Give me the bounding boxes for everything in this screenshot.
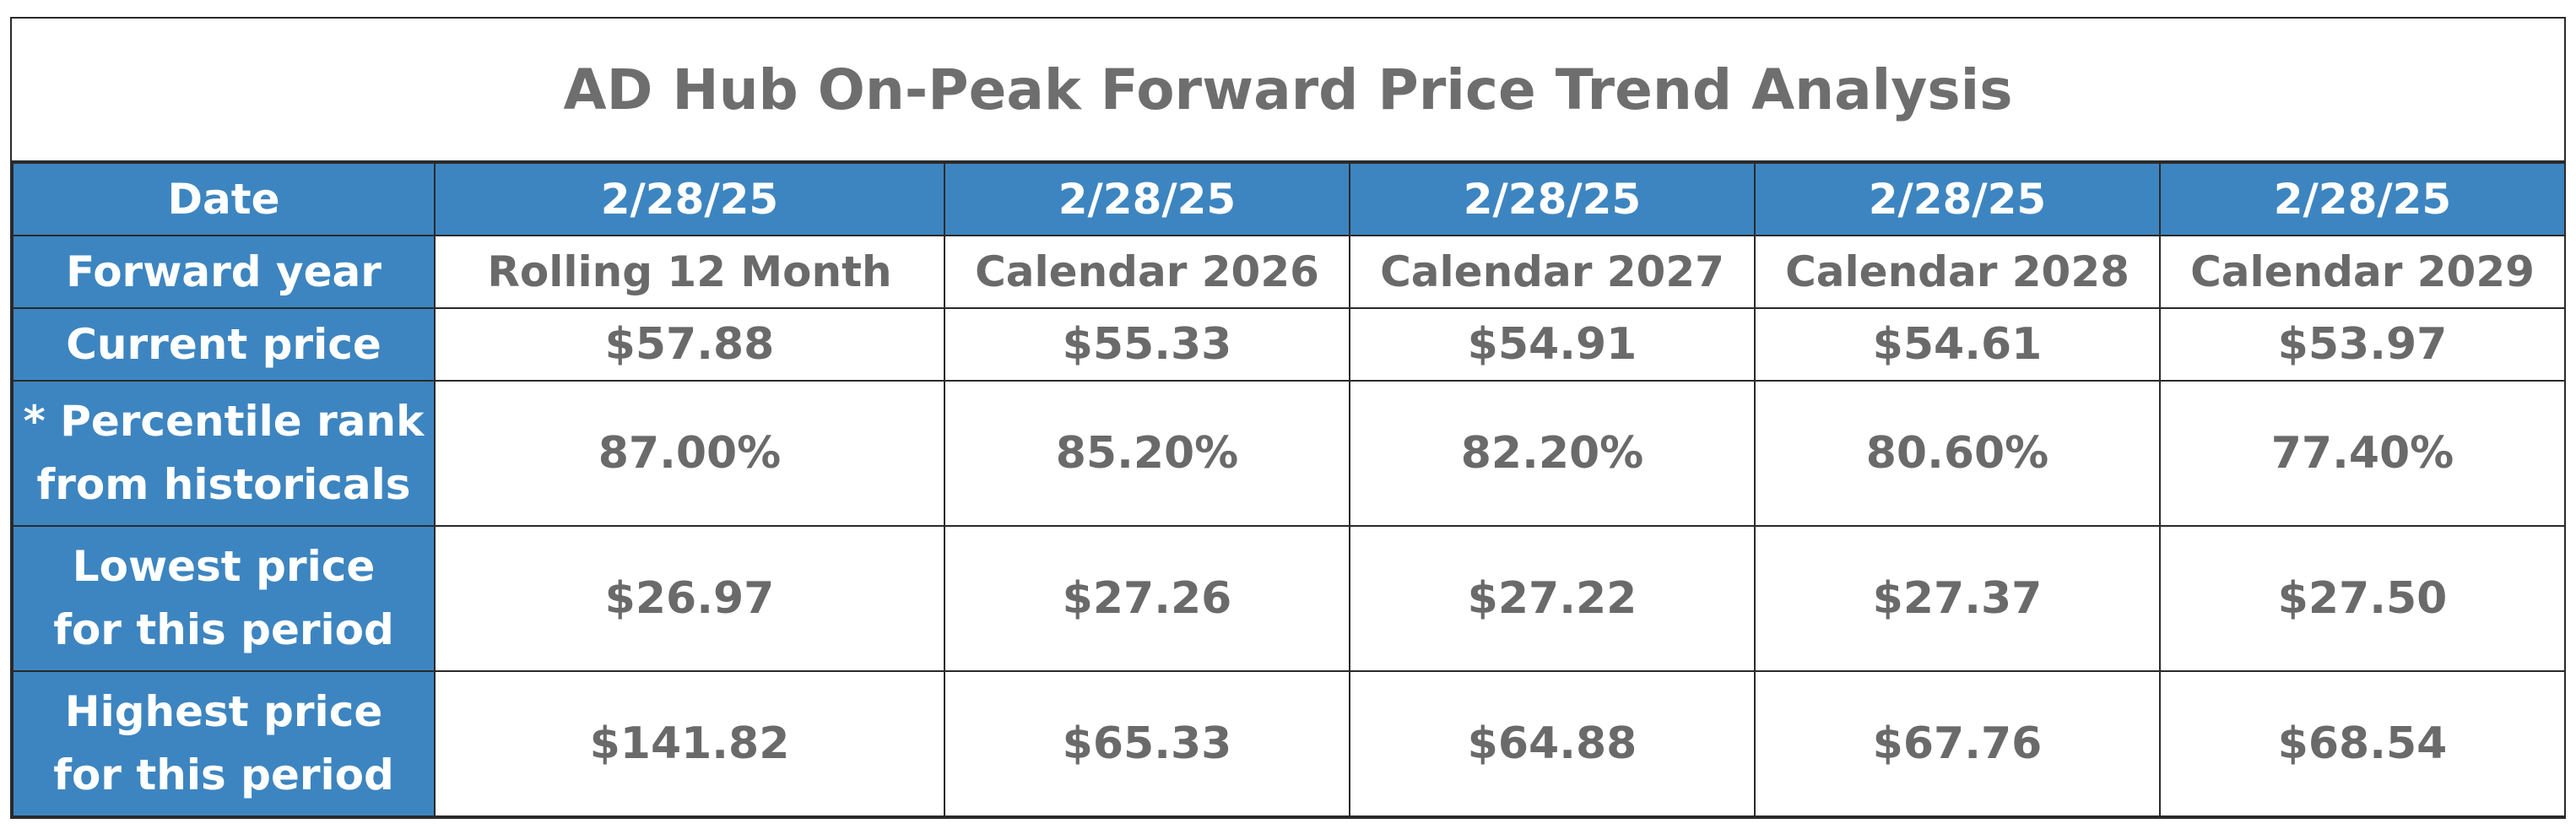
- price-table: Date 2/28/25 2/28/25 2/28/25 2/28/25 2/2…: [12, 162, 2566, 817]
- table-row-forward-year: Forward year Rolling 12 Month Calendar 2…: [12, 235, 2566, 309]
- table-row-lowest-price: Lowest price for this period $26.97 $27.…: [12, 525, 2566, 672]
- table-cell: $27.22: [1349, 525, 1756, 672]
- table-cell: Calendar 2028: [1754, 235, 2161, 309]
- table-cell: $54.91: [1349, 307, 1756, 382]
- row-label-percentile-rank: * Percentile rank from historicals: [12, 380, 436, 527]
- table-cell: $27.26: [944, 525, 1350, 672]
- row-label-current-price: Current price: [12, 307, 436, 382]
- row-label-line: Lowest price: [72, 542, 376, 591]
- table-cell: 87.00%: [434, 380, 945, 527]
- column-header-date-2: 2/28/25: [944, 162, 1350, 236]
- row-label-line: * Percentile rank: [23, 397, 425, 446]
- table-cell: $67.76: [1754, 670, 2161, 817]
- table-cell: 77.40%: [2159, 380, 2566, 527]
- header-row: Date 2/28/25 2/28/25 2/28/25 2/28/25 2/2…: [12, 162, 2566, 236]
- column-header-date-3: 2/28/25: [1349, 162, 1756, 236]
- table-cell: 85.20%: [944, 380, 1350, 527]
- table-frame: AD Hub On-Peak Forward Price Trend Analy…: [10, 17, 2566, 819]
- row-label-line: for this period: [53, 605, 394, 654]
- table-cell: Calendar 2027: [1349, 235, 1756, 309]
- table-cell: Calendar 2026: [944, 235, 1350, 309]
- table-cell: $54.61: [1754, 307, 2161, 382]
- table-cell: $57.88: [434, 307, 945, 382]
- title-bar: AD Hub On-Peak Forward Price Trend Analy…: [12, 19, 2564, 162]
- column-header-date-1: 2/28/25: [434, 162, 945, 236]
- column-header-date-5: 2/28/25: [2159, 162, 2566, 236]
- table-cell: $141.82: [434, 670, 945, 817]
- table-cell: $27.50: [2159, 525, 2566, 672]
- table-cell: $68.54: [2159, 670, 2566, 817]
- table-cell: $53.97: [2159, 307, 2566, 382]
- table-cell: $27.37: [1754, 525, 2161, 672]
- table-row-current-price: Current price $57.88 $55.33 $54.91 $54.6…: [12, 307, 2566, 382]
- table-cell: $26.97: [434, 525, 945, 672]
- table-row-percentile-rank: * Percentile rank from historicals 87.00…: [12, 380, 2566, 527]
- row-label-lowest-price: Lowest price for this period: [12, 525, 436, 672]
- table-cell: $65.33: [944, 670, 1350, 817]
- row-label-highest-price: Highest price for this period: [12, 670, 436, 817]
- column-header-date-4: 2/28/25: [1754, 162, 2161, 236]
- row-label-line: from historicals: [36, 460, 411, 509]
- table-cell: $55.33: [944, 307, 1350, 382]
- table-cell: Rolling 12 Month: [434, 235, 945, 309]
- table-cell: 80.60%: [1754, 380, 2161, 527]
- row-label-line: for this period: [53, 750, 394, 799]
- table-row-highest-price: Highest price for this period $141.82 $6…: [12, 670, 2566, 817]
- row-label-line: Highest price: [64, 687, 383, 736]
- table-cell: $64.88: [1349, 670, 1756, 817]
- row-label-forward-year: Forward year: [12, 235, 436, 309]
- table-title: AD Hub On-Peak Forward Price Trend Analy…: [563, 57, 2013, 122]
- table-cell: 82.20%: [1349, 380, 1756, 527]
- table-cell: Calendar 2029: [2159, 235, 2566, 309]
- column-header-date: Date: [12, 162, 436, 236]
